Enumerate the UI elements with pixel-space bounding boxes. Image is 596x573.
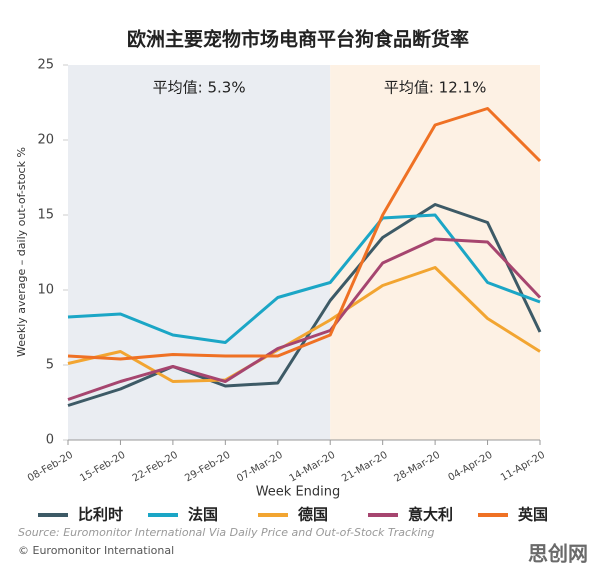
legend-label: 德国	[298, 506, 328, 524]
y-tick-label: 0	[46, 433, 54, 448]
x-axis-label: Week Ending	[256, 485, 341, 500]
x-tick-label: 15-Feb-20	[78, 450, 127, 485]
chart-title: 欧洲主要宠物市场电商平台狗食品断货率	[127, 28, 469, 51]
x-tick-label: 11-Apr-20	[499, 450, 547, 484]
legend-label: 比利时	[78, 506, 123, 524]
x-tick-label: 07-Mar-20	[235, 450, 285, 485]
y-tick-label: 25	[37, 58, 54, 73]
series-line	[67, 107, 542, 361]
series-line	[67, 203, 542, 407]
y-tick-label: 20	[37, 133, 54, 148]
x-tick-label: 21-Mar-20	[340, 450, 390, 485]
legend-label: 意大利	[408, 506, 453, 524]
legend-label: 英国	[518, 506, 548, 524]
x-tick-label: 28-Mar-20	[393, 450, 443, 485]
x-tick-label: 08-Feb-20	[26, 450, 75, 485]
legend-label: 法国	[188, 506, 218, 524]
series-line	[67, 237, 542, 401]
x-tick-label: 14-Mar-20	[288, 450, 338, 485]
shaded-region	[330, 65, 540, 440]
y-tick-label: 5	[46, 358, 54, 373]
y-tick-label: 15	[37, 208, 54, 223]
x-tick-label: 29-Feb-20	[183, 450, 232, 485]
x-tick-label: 22-Feb-20	[131, 450, 180, 485]
y-tick-label: 10	[37, 283, 54, 298]
copyright: © Euromonitor International	[18, 544, 174, 557]
shaded-region	[68, 65, 331, 440]
region-label: 平均值: 5.3%	[153, 79, 246, 97]
y-axis-label: Weekly average – daily out-of-stock %	[15, 147, 28, 357]
region-label: 平均值: 12.1%	[384, 79, 486, 97]
watermark: 思创网	[528, 542, 588, 566]
x-tick-label: 04-Apr-20	[447, 450, 495, 484]
source: Source: Euromonitor International Via Da…	[18, 526, 434, 539]
series-line	[67, 213, 541, 344]
series-line	[67, 266, 541, 383]
